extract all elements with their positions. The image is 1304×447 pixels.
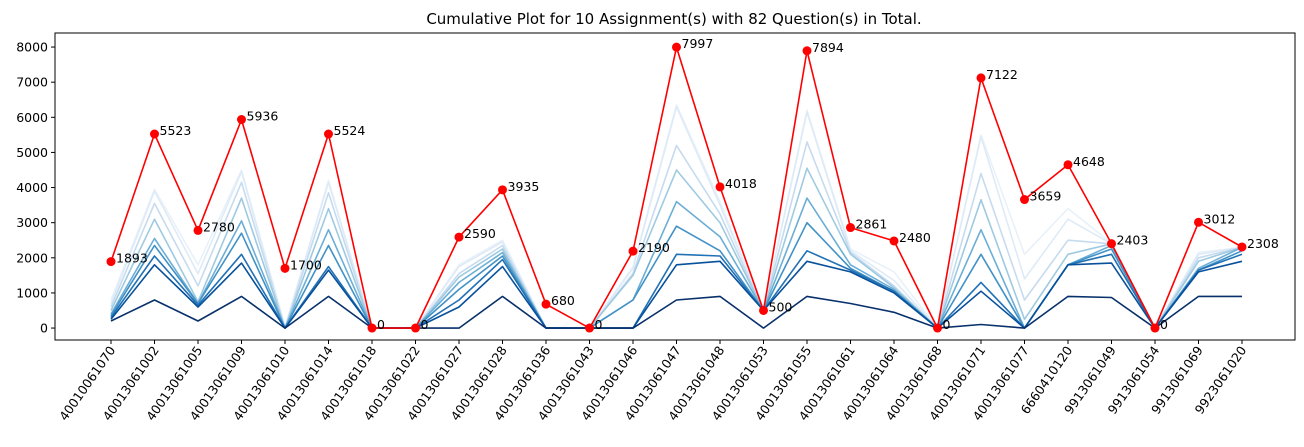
data-label: 2590	[464, 226, 496, 241]
total-point	[1194, 217, 1203, 227]
data-label: 5524	[334, 123, 366, 138]
series-line-7	[110, 141, 1243, 329]
total-point	[715, 182, 725, 192]
data-label: 4648	[1073, 154, 1105, 169]
total-point	[585, 323, 594, 333]
data-label: 0	[943, 317, 951, 332]
data-label: 1893	[116, 251, 148, 266]
data-label: 2480	[899, 230, 931, 245]
data-label: 7997	[682, 36, 714, 51]
total-point	[1063, 160, 1073, 170]
total-point	[1150, 323, 1160, 333]
total-point	[454, 232, 464, 242]
y-tick-label: 5000	[16, 145, 48, 160]
y-tick-label: 1000	[16, 285, 48, 300]
total-point	[367, 323, 377, 333]
data-label: 2780	[203, 219, 235, 234]
total-line	[110, 46, 1243, 329]
total-point	[933, 323, 942, 333]
y-tick-label: 8000	[16, 40, 48, 55]
data-label: 2190	[638, 240, 670, 255]
total-point	[889, 236, 899, 246]
data-label: 5936	[247, 109, 279, 124]
series-line-6	[110, 167, 1243, 329]
total-point	[411, 323, 420, 333]
series-line-2	[110, 260, 1243, 329]
data-label: 0	[421, 317, 429, 332]
data-label: 500	[769, 299, 793, 314]
total-point	[1237, 242, 1247, 252]
data-label: 3012	[1204, 211, 1236, 226]
y-tick-label: 7000	[16, 75, 48, 90]
total-point	[541, 299, 551, 309]
y-tick-label: 6000	[16, 110, 48, 125]
total-point	[237, 115, 246, 125]
total-point	[193, 225, 203, 235]
data-label: 7894	[812, 40, 844, 55]
data-label: 680	[551, 293, 575, 308]
total-point	[846, 223, 855, 233]
total-point	[628, 246, 638, 256]
total-point	[759, 305, 768, 315]
series-layer	[110, 104, 1243, 329]
y-tick-label: 3000	[16, 215, 48, 230]
total-series-layer: 1893 5523 2780 5936 1700 5524 0 0 2590 3935 680 0 21…	[106, 36, 1279, 333]
data-label: 0	[595, 317, 603, 332]
series-line-8	[110, 106, 1243, 329]
data-label: 3659	[1030, 189, 1062, 204]
data-label: 0	[377, 317, 385, 332]
total-point	[150, 129, 159, 139]
y-tick-label: 0	[40, 321, 48, 336]
chart-title: Cumulative Plot for 10 Assignment(s) wit…	[426, 10, 921, 28]
data-label: 2308	[1247, 236, 1279, 251]
data-label: 5523	[160, 123, 192, 138]
data-label: 0	[1160, 317, 1168, 332]
data-label: 7122	[986, 67, 1018, 82]
total-point	[106, 257, 116, 267]
total-point	[802, 46, 812, 56]
total-point	[672, 42, 681, 52]
data-label: 3935	[508, 179, 540, 194]
series-line-9	[110, 104, 1243, 329]
data-label: 2403	[1117, 233, 1149, 248]
total-point	[498, 185, 507, 195]
y-tick-label: 4000	[16, 180, 48, 195]
total-point	[976, 73, 986, 83]
y-tick-label: 2000	[16, 250, 48, 265]
series-line-1	[110, 295, 1242, 329]
total-point	[1107, 239, 1116, 249]
data-label: 1700	[290, 257, 322, 272]
plot-frame	[54, 32, 1296, 341]
data-label: 2861	[856, 217, 888, 232]
total-point	[280, 263, 290, 273]
data-label: 4018	[725, 176, 757, 191]
total-point	[324, 129, 333, 139]
total-point	[1020, 195, 1029, 205]
